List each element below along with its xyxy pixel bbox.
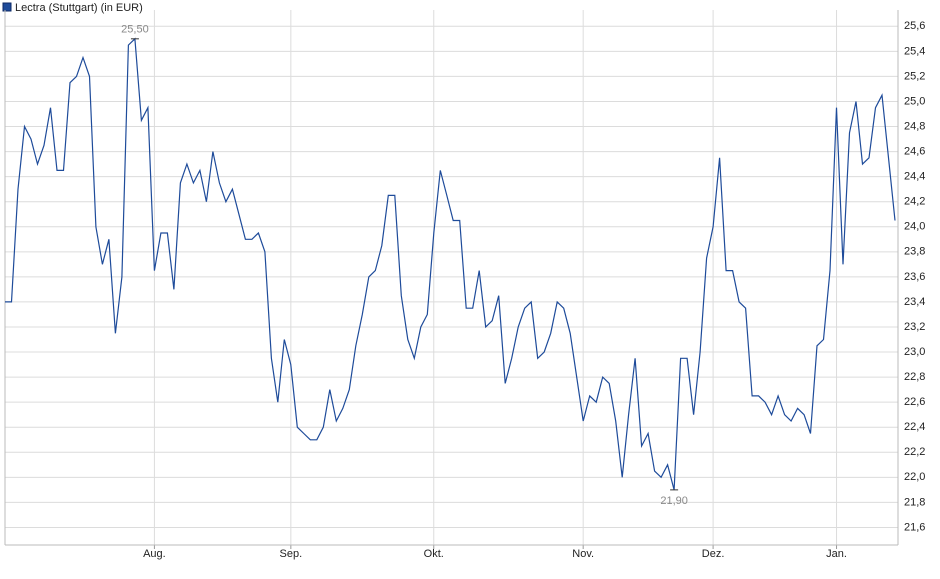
y-tick-label: 21,8 bbox=[904, 496, 925, 508]
y-tick-label: 21,6 bbox=[904, 521, 925, 533]
x-tick-label: Nov. bbox=[572, 548, 594, 560]
y-tick-label: 22,6 bbox=[904, 396, 925, 408]
y-tick-label: 25,0 bbox=[904, 95, 925, 107]
y-tick-label: 22,2 bbox=[904, 446, 925, 458]
y-tick-label: 24,6 bbox=[904, 145, 925, 157]
y-tick-label: 24,0 bbox=[904, 221, 925, 233]
y-tick-label: 25,4 bbox=[904, 45, 925, 57]
x-tick-label: Sep. bbox=[280, 548, 303, 560]
y-tick-label: 23,0 bbox=[904, 346, 925, 358]
legend-swatch bbox=[2, 2, 12, 12]
y-tick-label: 25,2 bbox=[904, 70, 925, 82]
y-tick-label: 24,4 bbox=[904, 171, 925, 183]
y-tick-label: 24,8 bbox=[904, 120, 925, 132]
annotation: 25,50 bbox=[121, 24, 149, 36]
y-tick-label: 22,4 bbox=[904, 421, 925, 433]
y-tick-label: 23,6 bbox=[904, 271, 925, 283]
y-tick-label: 22,0 bbox=[904, 471, 925, 483]
y-tick-label: 23,2 bbox=[904, 321, 925, 333]
y-tick-label: 24,2 bbox=[904, 196, 925, 208]
x-tick-label: Jan. bbox=[826, 548, 847, 560]
x-tick-label: Okt. bbox=[424, 548, 444, 560]
y-tick-label: 22,8 bbox=[904, 371, 925, 383]
chart-title: Lectra (Stuttgart) (in EUR) bbox=[15, 2, 143, 14]
x-tick-label: Aug. bbox=[143, 548, 166, 560]
price-line bbox=[5, 37, 896, 491]
y-tick-label: 25,6 bbox=[904, 20, 925, 32]
y-tick-label: 23,8 bbox=[904, 246, 925, 258]
y-tick-label: 23,4 bbox=[904, 296, 925, 308]
annotation: 21,90 bbox=[660, 495, 688, 507]
x-tick-label: Dez. bbox=[702, 548, 725, 560]
